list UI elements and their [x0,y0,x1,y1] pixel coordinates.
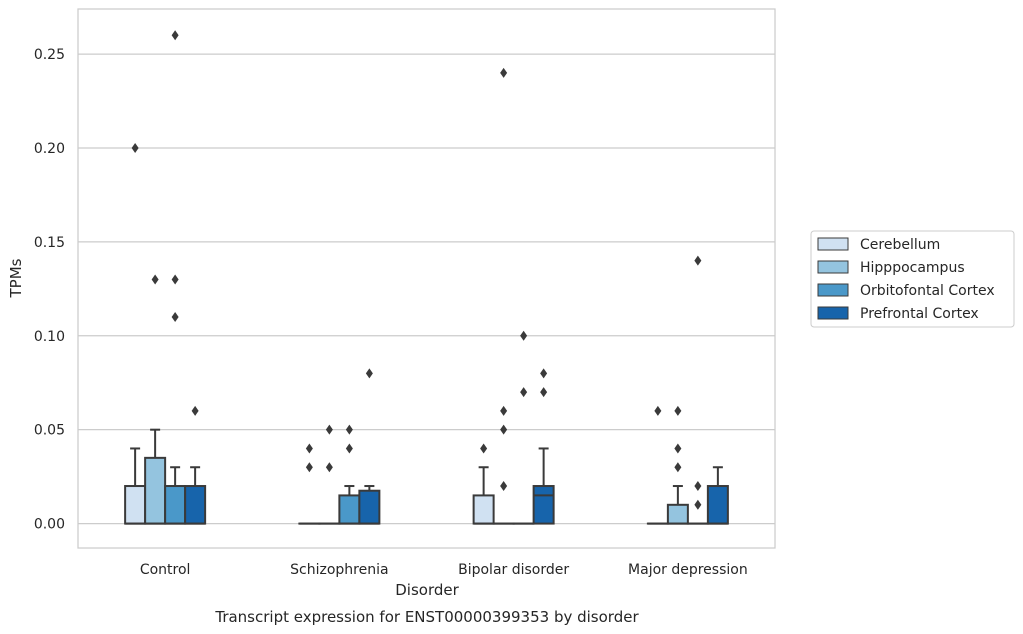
legend-label: Hipppocampus [860,260,965,276]
outlier-point [480,443,488,454]
box-prefrontal-cortex-2 [532,447,555,525]
box-iqr [532,485,555,525]
chart-caption: Transcript expression for ENST0000039935… [214,608,639,626]
outliers-layer [131,30,702,510]
legend-swatch [817,237,849,251]
y-tick-label: 0.05 [34,423,65,439]
outlier-point [674,405,682,416]
y-tick-label: 0.00 [34,517,65,533]
outlier-point [520,387,528,398]
outlier-point [345,424,353,435]
plot-area-frame [77,8,776,549]
box-prefrontal-cortex-0 [184,466,207,525]
box-iqr [124,485,147,525]
outlier-point [694,255,702,266]
legend-swatch [817,306,849,320]
y-axis-label: TPMs [7,258,25,298]
box-orbitofontal-cortex-0 [164,466,187,525]
box-iqr [472,494,495,525]
legend-frame [810,230,1015,328]
outlier-point [171,312,179,322]
box-prefrontal-cortex-3 [706,466,729,525]
outlier-point [305,443,313,454]
y-axis-ticks: 0.00 0.05 0.10 0.15 0.20 0.25 [34,47,65,533]
outlier-point [500,405,508,416]
x-axis-ticks: Control Schizophrenia Bipolar disorder Majo… [140,562,748,578]
y-tick-label: 0.20 [34,141,65,157]
box-iqr [184,485,207,525]
boxes-layer [124,428,729,525]
x-tick-label: Schizophrenia [290,562,388,578]
outlier-point [151,274,159,285]
legend-swatch [817,283,849,297]
legend-label: Prefrontal Cortex [860,306,979,322]
y-tick-label: 0.15 [34,235,65,251]
outlier-point [325,462,333,473]
legend-label: Cerebellum [860,237,940,253]
outlier-point [500,67,508,78]
outlier-point [345,443,353,454]
legend-swatch [817,260,849,274]
y-tick-label: 0.25 [34,47,65,63]
legend: Cerebellum Hipppocampus Orbitofontal Corte… [810,230,1015,328]
x-axis-label: Disorder [395,581,459,599]
box-iqr [358,489,381,525]
box-prefrontal-cortex-1 [358,485,381,525]
box-iqr [144,456,167,525]
outlier-point [500,481,508,492]
outlier-point [305,462,313,473]
outlier-point [540,368,548,379]
outlier-point [171,30,179,41]
x-tick-label: Bipolar disorder [458,562,569,578]
outlier-point [540,387,548,398]
outlier-point [694,499,702,510]
outlier-point [365,368,373,379]
box-hipppocampus-3 [666,485,689,525]
box-iqr [666,503,689,525]
box-iqr [338,494,361,525]
outlier-point [674,443,682,454]
outlier-point [694,481,702,492]
legend-label: Orbitofontal Cortex [860,283,995,299]
box-iqr [706,485,729,525]
x-tick-label: Major depression [628,562,748,578]
box-cerebellum-2 [472,466,495,525]
outlier-point [131,142,139,153]
box-iqr [164,485,187,525]
x-tick-label: Control [140,562,191,578]
outlier-point [500,424,508,435]
grid-lines [78,53,775,525]
outlier-point [674,462,682,473]
box-hipppocampus-0 [144,428,167,525]
outlier-point [654,405,662,416]
outlier-point [325,424,333,435]
box-orbitofontal-cortex-1 [338,485,361,525]
outlier-point [191,405,199,416]
y-tick-label: 0.10 [34,329,65,345]
outlier-point [520,330,528,341]
box-cerebellum-0 [124,447,147,525]
outlier-point [171,274,179,285]
